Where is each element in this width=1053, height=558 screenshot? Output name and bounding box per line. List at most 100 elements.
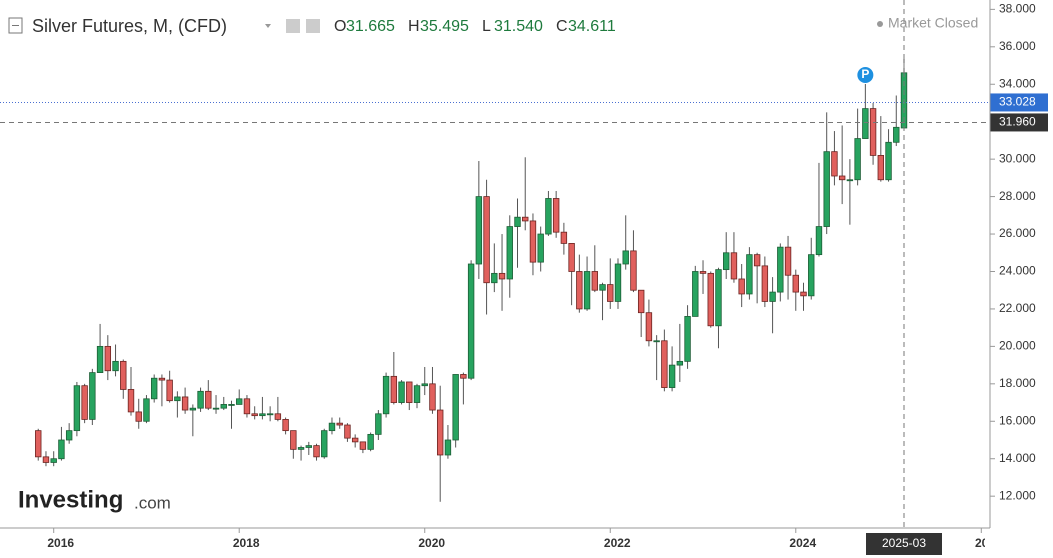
candle-body [58, 439, 65, 460]
market-status: Market Closed [888, 15, 978, 31]
candle-body [885, 141, 892, 181]
candle-body [552, 198, 560, 233]
candles-layer [35, 56, 908, 502]
candle-body [212, 407, 220, 410]
y-tick-label: 20.000 [999, 339, 1036, 353]
candle-body [784, 246, 792, 276]
candle-body [591, 271, 598, 291]
candle-body [483, 196, 490, 284]
ohlc-value: 34.611 [568, 18, 616, 35]
event-marker-label: P [861, 67, 869, 81]
candle-body [893, 126, 900, 143]
ohlc-readout: O 31.665 H 35.495 L 31.540 C 34.611 [334, 18, 616, 35]
candle-body [637, 289, 645, 314]
candle-body [251, 413, 258, 417]
candle-body [351, 437, 359, 443]
candle-body [205, 390, 212, 409]
y-tick-label: 12.000 [999, 488, 1036, 502]
candle-body [243, 398, 251, 415]
candle-body [390, 375, 398, 403]
candle-body [854, 138, 861, 181]
candle-body [344, 424, 351, 439]
crosshair-y-label: 31.960 [999, 115, 1036, 129]
candle-body [181, 396, 189, 411]
y-tick-label: 14.000 [999, 451, 1036, 465]
candle-body [158, 377, 166, 381]
candle-body [808, 254, 815, 297]
ohlc-label: C [556, 18, 568, 35]
candle-body [143, 398, 150, 422]
brand-logo: Investing .com [18, 486, 171, 513]
candle-body [630, 250, 637, 291]
y-tick-label: 28.000 [999, 189, 1036, 203]
ohlc-label: L [482, 18, 491, 35]
candle-body [560, 231, 568, 244]
header: Silver Futures, M, (CFD) O 31.665 H 35.495 L… [8, 15, 978, 36]
y-tick-label: 38.000 [999, 2, 1036, 16]
candle-body [831, 151, 838, 177]
candle-body [189, 407, 197, 411]
candle-body [220, 404, 227, 409]
candle-body [877, 155, 885, 181]
candle-body [328, 422, 336, 432]
candle-body [723, 252, 730, 271]
candle-body [568, 243, 575, 272]
candle-body [65, 430, 73, 441]
candle-body [746, 254, 753, 295]
candle-body [382, 375, 390, 415]
candle-body [367, 433, 374, 450]
candle-body [800, 291, 807, 297]
candle-body [174, 396, 181, 402]
candle-body [869, 108, 877, 156]
x-tick-group: 2016 2018 2020 2022 2024 2026 [47, 536, 1002, 550]
candle-body [150, 377, 158, 400]
candle-body [491, 272, 498, 284]
candle-body [42, 456, 50, 463]
ohlc-value: 31.665 [346, 18, 395, 35]
chart-title: Silver Futures, M, (CFD) [32, 16, 227, 36]
title-dropdown[interactable] [265, 24, 271, 28]
candle-body [290, 430, 297, 450]
candle-body [862, 108, 869, 139]
candle-body [823, 151, 830, 227]
ohlc-value: 31.540 [494, 18, 543, 35]
candle-body [545, 198, 552, 235]
x-tick-label: 2026 [975, 536, 1002, 550]
candle-body [375, 413, 382, 435]
candle-body [506, 226, 513, 280]
candle-body [297, 447, 305, 450]
brand-suffix: .com [134, 493, 171, 512]
candle-body [699, 271, 707, 274]
candle-body [769, 291, 776, 302]
candle-body [127, 389, 135, 413]
candle-body [777, 246, 784, 293]
ohlc-label: H [408, 18, 420, 35]
candle-body [274, 413, 282, 420]
candle-body [120, 360, 127, 390]
candle-body [81, 385, 88, 420]
candle-body [259, 413, 266, 417]
candle-body [166, 379, 173, 402]
last-price-label: 33.028 [999, 95, 1036, 109]
candle-body [692, 271, 699, 317]
settings-icon[interactable] [286, 19, 300, 33]
candle-body [467, 263, 475, 379]
candle-body [715, 269, 722, 327]
candle-body [815, 226, 823, 256]
crosshair-x-label: 2025-03 [882, 536, 926, 550]
candle-body [228, 404, 235, 406]
candle-body [313, 445, 320, 458]
candle-body [792, 274, 799, 293]
settings-icon-2[interactable] [306, 19, 320, 33]
candle-body [135, 411, 142, 422]
x-tick-label: 2018 [233, 536, 260, 550]
candle-body [622, 250, 629, 265]
y-tick-label: 30.000 [999, 151, 1036, 165]
candle-body [452, 374, 459, 441]
candle-body [761, 265, 769, 302]
candle-body [583, 271, 591, 310]
x-tick-label: 2020 [418, 536, 445, 550]
last-price-box [990, 93, 1048, 112]
